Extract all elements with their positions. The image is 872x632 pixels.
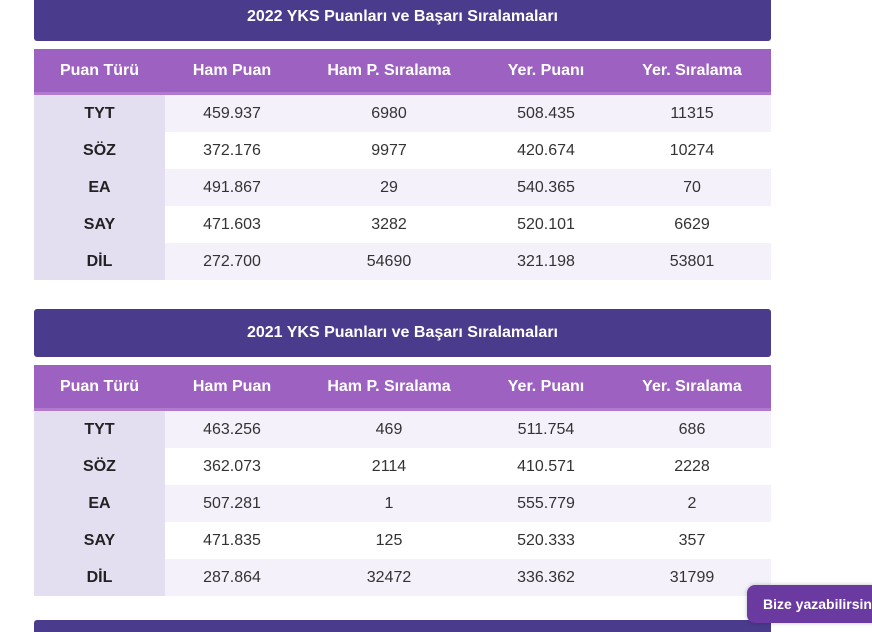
header-raw-score: Ham Puan — [165, 365, 299, 411]
header-raw-score: Ham Puan — [165, 49, 299, 95]
placement-rank-cell: 31799 — [613, 559, 771, 596]
raw-rank-cell: 469 — [299, 411, 479, 448]
table-row: DİL 287.864 32472 336.362 31799 — [34, 559, 771, 596]
score-type-cell: TYT — [34, 95, 165, 132]
table-row: EA 507.281 1 555.779 2 — [34, 485, 771, 522]
raw-score-cell: 362.073 — [165, 448, 299, 485]
placement-rank-cell: 357 — [613, 522, 771, 559]
placement-score-cell: 420.674 — [479, 132, 613, 169]
raw-score-cell: 463.256 — [165, 411, 299, 448]
score-type-cell: TYT — [34, 411, 165, 448]
header-placement-score: Yer. Puanı — [479, 49, 613, 95]
placement-score-cell: 508.435 — [479, 95, 613, 132]
placement-score-cell: 410.571 — [479, 448, 613, 485]
placement-score-cell: 336.362 — [479, 559, 613, 596]
raw-rank-cell: 6980 — [299, 95, 479, 132]
header-score-type: Puan Türü — [34, 49, 165, 95]
table-row: SAY 471.835 125 520.333 357 — [34, 522, 771, 559]
header-raw-rank: Ham P. Sıralama — [299, 49, 479, 95]
placement-score-cell: 511.754 — [479, 411, 613, 448]
placement-score-cell: 520.333 — [479, 522, 613, 559]
placement-rank-cell: 6629 — [613, 206, 771, 243]
raw-score-cell: 491.867 — [165, 169, 299, 206]
raw-score-cell: 471.603 — [165, 206, 299, 243]
header-placement-rank: Yer. Sıralama — [613, 49, 771, 95]
header-placement-rank: Yer. Sıralama — [613, 365, 771, 411]
score-type-cell: SAY — [34, 206, 165, 243]
placement-score-cell: 540.365 — [479, 169, 613, 206]
raw-rank-cell: 54690 — [299, 243, 479, 280]
next-table-title-bar — [34, 620, 771, 632]
raw-rank-cell: 32472 — [299, 559, 479, 596]
table-header-row: Puan Türü Ham Puan Ham P. Sıralama Yer. … — [34, 49, 771, 95]
score-table: Puan Türü Ham Puan Ham P. Sıralama Yer. … — [34, 365, 771, 596]
score-type-cell: EA — [34, 485, 165, 522]
raw-score-cell: 272.700 — [165, 243, 299, 280]
placement-score-cell: 520.101 — [479, 206, 613, 243]
raw-rank-cell: 9977 — [299, 132, 479, 169]
table-row: EA 491.867 29 540.365 70 — [34, 169, 771, 206]
table-row: TYT 459.937 6980 508.435 11315 — [34, 95, 771, 132]
score-type-cell: DİL — [34, 559, 165, 596]
placement-score-cell: 555.779 — [479, 485, 613, 522]
placement-rank-cell: 70 — [613, 169, 771, 206]
table-row: DİL 272.700 54690 321.198 53801 — [34, 243, 771, 280]
header-placement-score: Yer. Puanı — [479, 365, 613, 411]
table-row: SAY 471.603 3282 520.101 6629 — [34, 206, 771, 243]
table-row: SÖZ 362.073 2114 410.571 2228 — [34, 448, 771, 485]
table-title: 2022 YKS Puanları ve Başarı Sıralamaları — [34, 0, 771, 41]
contact-us-button[interactable]: Bize yazabilirsiniz — [747, 585, 872, 623]
raw-score-cell: 459.937 — [165, 95, 299, 132]
raw-rank-cell: 125 — [299, 522, 479, 559]
score-type-cell: EA — [34, 169, 165, 206]
placement-rank-cell: 686 — [613, 411, 771, 448]
raw-score-cell: 471.835 — [165, 522, 299, 559]
raw-rank-cell: 2114 — [299, 448, 479, 485]
score-type-cell: SAY — [34, 522, 165, 559]
score-table: Puan Türü Ham Puan Ham P. Sıralama Yer. … — [34, 49, 771, 280]
score-type-cell: SÖZ — [34, 132, 165, 169]
raw-score-cell: 507.281 — [165, 485, 299, 522]
placement-rank-cell: 10274 — [613, 132, 771, 169]
header-raw-rank: Ham P. Sıralama — [299, 365, 479, 411]
table-row: TYT 463.256 469 511.754 686 — [34, 411, 771, 448]
table-row: SÖZ 372.176 9977 420.674 10274 — [34, 132, 771, 169]
raw-score-cell: 372.176 — [165, 132, 299, 169]
score-type-cell: SÖZ — [34, 448, 165, 485]
score-type-cell: DİL — [34, 243, 165, 280]
table-title: 2021 YKS Puanları ve Başarı Sıralamaları — [34, 309, 771, 357]
raw-rank-cell: 29 — [299, 169, 479, 206]
raw-rank-cell: 3282 — [299, 206, 479, 243]
raw-rank-cell: 1 — [299, 485, 479, 522]
raw-score-cell: 287.864 — [165, 559, 299, 596]
placement-rank-cell: 2228 — [613, 448, 771, 485]
placement-score-cell: 321.198 — [479, 243, 613, 280]
score-table-2022: 2022 YKS Puanları ve Başarı Sıralamaları… — [34, 0, 771, 280]
placement-rank-cell: 2 — [613, 485, 771, 522]
table-header-row: Puan Türü Ham Puan Ham P. Sıralama Yer. … — [34, 365, 771, 411]
placement-rank-cell: 11315 — [613, 95, 771, 132]
score-table-2021: 2021 YKS Puanları ve Başarı Sıralamaları… — [34, 309, 771, 596]
header-score-type: Puan Türü — [34, 365, 165, 411]
placement-rank-cell: 53801 — [613, 243, 771, 280]
